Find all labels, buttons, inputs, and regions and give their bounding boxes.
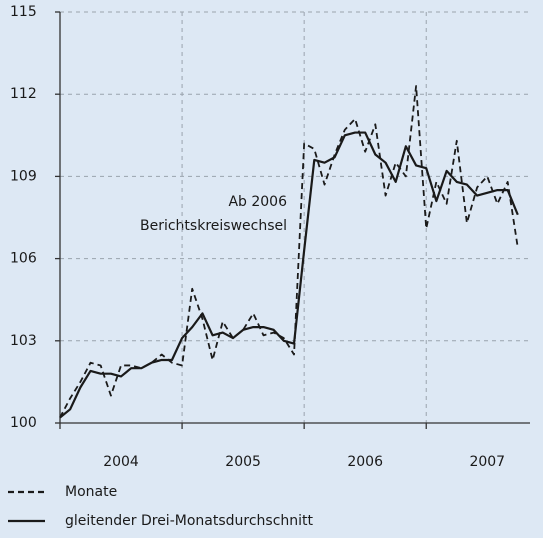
y-tick-label: 109 [10,168,37,184]
legend-label: gleitender Drei-Monatsdurchschnitt [65,513,314,529]
x-tick-label: 2006 [347,454,383,470]
y-tick-label: 103 [10,333,37,349]
line [59,131,519,419]
y-tick-label: 100 [10,415,37,431]
x-tick-label: 2004 [103,454,139,470]
legend-label: Monate [65,484,117,500]
annotation: Berichtskreiswechsel [140,218,287,234]
y-tick-label: 106 [10,251,37,267]
x-tick-label: 2007 [469,454,505,470]
x-tick-label: 2005 [225,454,261,470]
y-tick-label: 115 [10,4,37,20]
line [59,85,519,418]
y-tick-label: 112 [10,86,37,102]
annotation: Ab 2006 [228,194,287,210]
